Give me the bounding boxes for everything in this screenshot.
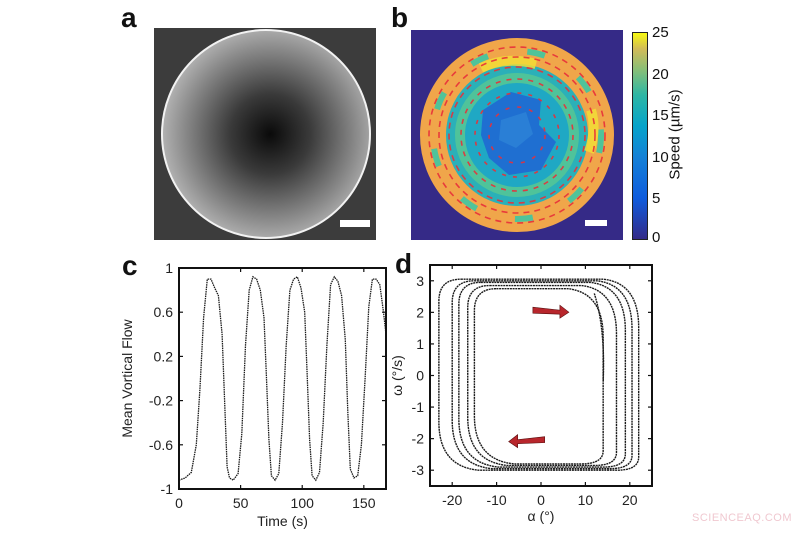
velocity-heatmap xyxy=(411,30,623,240)
arrow-right-icon xyxy=(532,304,570,319)
colorbar-label: Speed (µm/s) xyxy=(666,89,684,180)
x-tick-label: 50 xyxy=(233,495,249,511)
phase-loop xyxy=(467,284,618,467)
axes-frame xyxy=(429,264,653,487)
panel-label-c: c xyxy=(122,250,138,281)
x-tick-label: -10 xyxy=(486,492,506,508)
y-axis-label: Mean Vortical Flow xyxy=(119,318,135,437)
colorbar-tick-0: 0 xyxy=(652,229,661,246)
micrograph-image xyxy=(154,28,376,240)
y-tick-label: 1 xyxy=(416,336,424,352)
y-tick-label: -2 xyxy=(412,431,425,447)
y-tick-label: -1 xyxy=(161,481,174,497)
y-tick-label: 1 xyxy=(165,260,173,276)
panel-label-b: b xyxy=(391,2,409,33)
colorbar-tick-5: 5 xyxy=(652,190,661,207)
y-axis-label: ω (°/s) xyxy=(390,355,405,396)
colorbar-tick-10: 10 xyxy=(652,149,669,166)
y-tick-label: 2 xyxy=(416,304,424,320)
phase-loop xyxy=(451,280,633,470)
y-tick-label: -1 xyxy=(412,399,425,415)
x-tick-label: 150 xyxy=(352,495,376,511)
colorbar-tick-25: 25 xyxy=(652,24,669,41)
y-tick-label: -3 xyxy=(412,462,425,478)
x-axis-label: α (°) xyxy=(528,508,555,524)
x-tick-label: 20 xyxy=(622,492,638,508)
panel-label-a: a xyxy=(121,2,137,33)
scale-bar xyxy=(585,220,607,226)
x-tick-label: -20 xyxy=(442,492,462,508)
flow-series xyxy=(178,275,387,482)
colorbar-tick-20: 20 xyxy=(652,66,669,83)
x-axis-label: Time (s) xyxy=(257,513,308,529)
y-tick-label: 0.6 xyxy=(154,304,174,320)
panel-label-d: d xyxy=(395,248,413,279)
phase-loop xyxy=(458,281,627,468)
y-tick-label: -0.2 xyxy=(149,393,173,409)
x-tick-label: 0 xyxy=(175,495,183,511)
y-tick-label: 0.2 xyxy=(154,348,174,364)
y-tick-label: 3 xyxy=(416,273,424,289)
arrow-left-icon xyxy=(508,434,545,449)
velocity-arrows xyxy=(428,46,606,224)
chart-c: -1 -0.6 -0.2 0.2 0.6 1 0 50 100 150 Time (s) Mean V… xyxy=(110,258,400,530)
colorbar-tick-15: 15 xyxy=(652,107,669,124)
watermark: SCIENCEAQ.COM xyxy=(691,512,792,524)
x-tick-label: 10 xyxy=(578,492,594,508)
chart-d: -3 -2 -1 0 1 2 3 -20 -10 0 10 20 α (°) ω (°/s) xyxy=(389,258,680,530)
colorbar xyxy=(632,32,648,240)
y-tick-label: 0 xyxy=(416,368,424,384)
phase-loop xyxy=(438,278,640,471)
scale-bar xyxy=(340,220,370,227)
x-tick-label: 100 xyxy=(291,495,315,511)
axes-frame xyxy=(178,267,387,490)
x-tick-label: 0 xyxy=(537,492,545,508)
y-tick-label: -0.6 xyxy=(149,437,173,453)
